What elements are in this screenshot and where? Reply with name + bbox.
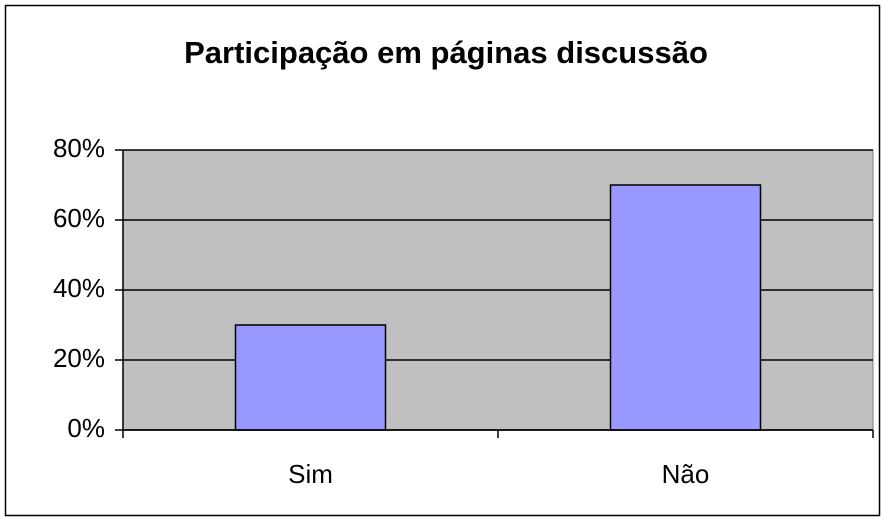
y-tick-label: 60%	[53, 203, 105, 233]
chart-title: Participação em páginas discussão	[184, 35, 708, 70]
x-tick-label: Não	[662, 459, 710, 489]
y-tick-label: 40%	[53, 273, 105, 303]
bar	[609, 184, 762, 431]
x-tick-label: Sim	[288, 459, 333, 489]
y-tick-label: 20%	[53, 343, 105, 373]
y-tick-label: 80%	[53, 133, 105, 163]
bar	[234, 324, 387, 431]
y-tick-label: 0%	[67, 413, 105, 443]
